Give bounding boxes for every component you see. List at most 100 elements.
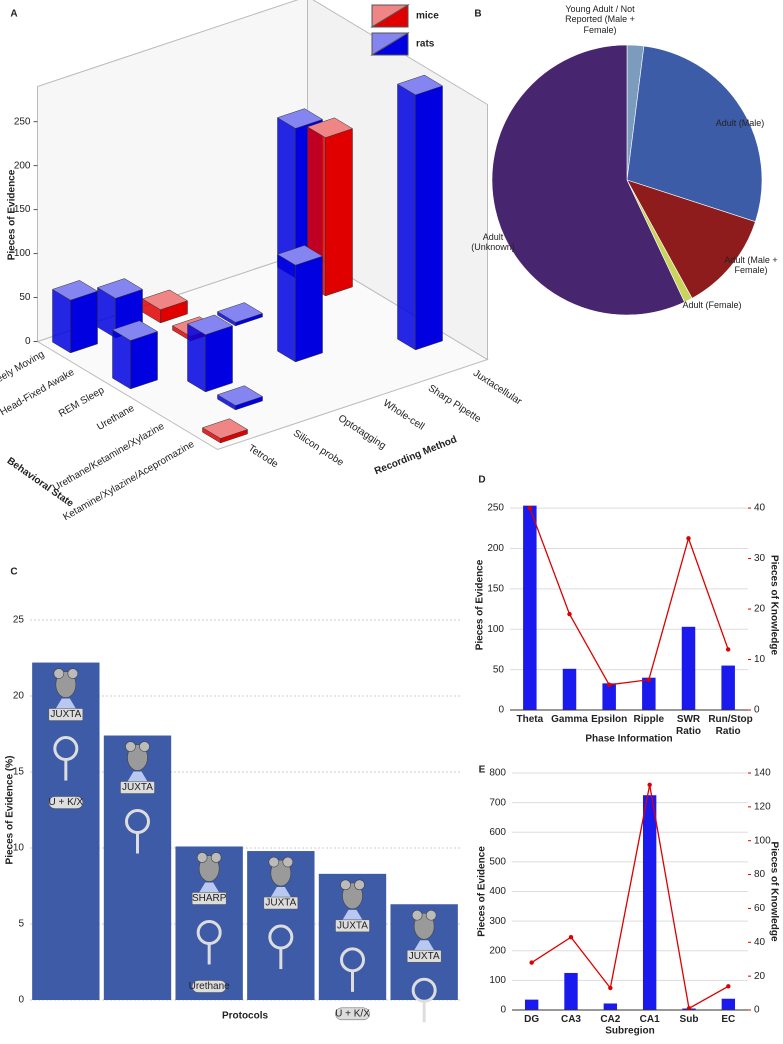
rat-ear: [210, 852, 222, 863]
bar-top: [276, 108, 324, 129]
bar: [721, 665, 735, 710]
legend-swatch: [370, 4, 409, 28]
y-axis-title: Pieces of Evidence (%): [5, 756, 16, 865]
line-point: [568, 935, 574, 940]
y-tick-label: 0: [498, 705, 504, 716]
icon-label: JUXTA: [337, 920, 368, 931]
bar: [642, 677, 656, 710]
x-tick-label: DG: [524, 1014, 540, 1025]
bar: [562, 668, 577, 710]
bar: [681, 626, 696, 710]
icon-box: [191, 892, 227, 905]
bar: [602, 683, 616, 710]
line: [531, 784, 729, 1010]
slice-label: Young Adult / Not Reported (Male + Femal…: [565, 4, 635, 35]
y-tick-label: 300: [489, 916, 506, 927]
y-tick-label: 400: [489, 886, 506, 897]
bar-top: [96, 278, 144, 299]
bar-face: [295, 255, 323, 363]
y-tick-label: 50: [19, 292, 31, 303]
y-axis-title: Pieces of Evidence: [475, 559, 486, 650]
y2-tick-label: 30: [754, 553, 766, 564]
y2-axis-title: Pieces of Knowledge: [768, 555, 779, 655]
y2-tick-label: 80: [754, 869, 766, 880]
x-tick-label: SWR Ratio: [675, 714, 701, 737]
y-tick-label: 600: [489, 827, 506, 838]
icon-label: JUXTA: [50, 709, 81, 720]
y2-tick-label: 60: [754, 903, 766, 914]
y2-tick-label: 0: [754, 705, 760, 716]
probe-beam: [414, 940, 435, 951]
y-tick-label: 5: [18, 919, 24, 930]
bar-face: [325, 128, 353, 297]
x-tick-label: Freely Moving: [0, 349, 46, 390]
y-tick-label: 20: [13, 691, 25, 702]
icon-box: [335, 1007, 370, 1021]
line-point: [606, 682, 612, 687]
icon-label: Urethane: [189, 981, 231, 992]
x-tick-label: REM Sleep: [57, 385, 107, 420]
bar-face: [130, 331, 158, 390]
bar-face: [415, 85, 443, 351]
x-tick-label: Epsilon: [591, 714, 628, 725]
y2-tick-label: 100: [754, 835, 771, 846]
z-tick-label: Tetrode: [246, 443, 280, 471]
y2-tick-label: 40: [754, 503, 766, 514]
x-axis-title: Protocols: [222, 1011, 269, 1022]
bar-face: [397, 83, 416, 351]
rat-ear: [354, 879, 365, 891]
y2-axis-title: Pieces of Knowledge: [768, 841, 779, 941]
slice-label: Adult (Male + Female): [724, 255, 778, 276]
bar: [721, 998, 736, 1010]
line: [529, 507, 729, 686]
x-axis-title: Subregion: [605, 1026, 654, 1037]
rat-ear: [411, 909, 423, 921]
line-point: [567, 611, 572, 617]
bar-top: [111, 320, 159, 341]
x-tick-label: CA1: [639, 1014, 660, 1025]
slice-label: Adult (Male): [715, 118, 765, 128]
bar-top: [51, 280, 99, 301]
line-point: [527, 505, 533, 511]
y-axis-title: Pieces of Evidence: [7, 169, 18, 260]
y-tick-label: 250: [14, 116, 31, 127]
icon-label: U + K/X: [48, 797, 83, 808]
icon-box: [406, 949, 442, 963]
pie-slice: [491, 44, 685, 316]
y-tick-label: 10: [13, 843, 25, 854]
legend-swatch: [370, 32, 409, 56]
y-tick-label: 0: [18, 995, 24, 1006]
y-tick-label: 200: [14, 160, 31, 171]
y-tick-label: 15: [13, 767, 25, 778]
z-tick-label: Juxtacellular: [471, 368, 524, 408]
y-tick-label: 0: [25, 336, 31, 347]
y-tick-label: 800: [489, 768, 506, 779]
icon-label: U + K/X: [335, 1008, 370, 1019]
x-tick-label: EC: [721, 1014, 736, 1025]
bar-face: [52, 288, 71, 354]
panel-letter: C: [10, 567, 17, 578]
icon-box: [335, 919, 370, 933]
rat-ear: [53, 668, 65, 679]
rat-ear: [282, 856, 294, 868]
x-tick-label: Ripple: [633, 714, 665, 725]
icon-box: [191, 980, 227, 993]
x-tick-label: Run/Stop Ratio: [708, 714, 753, 737]
icon-label: JUXTA: [409, 951, 440, 962]
bar: [564, 972, 578, 1010]
bar-top: [216, 385, 264, 406]
bar-top: [201, 418, 249, 439]
rat-ear: [196, 852, 208, 863]
y-tick-label: 0: [500, 1005, 506, 1016]
bar-top: [306, 117, 354, 138]
panel-letter: E: [479, 765, 486, 776]
rat-ear: [67, 668, 79, 679]
x-tick-label: Theta: [516, 714, 544, 725]
bar-face: [205, 325, 233, 393]
bar-top: [396, 74, 444, 96]
y2-tick-label: 140: [754, 768, 771, 779]
x-tick-label: Sub: [679, 1014, 699, 1025]
icon-label: SHARP: [192, 893, 227, 904]
